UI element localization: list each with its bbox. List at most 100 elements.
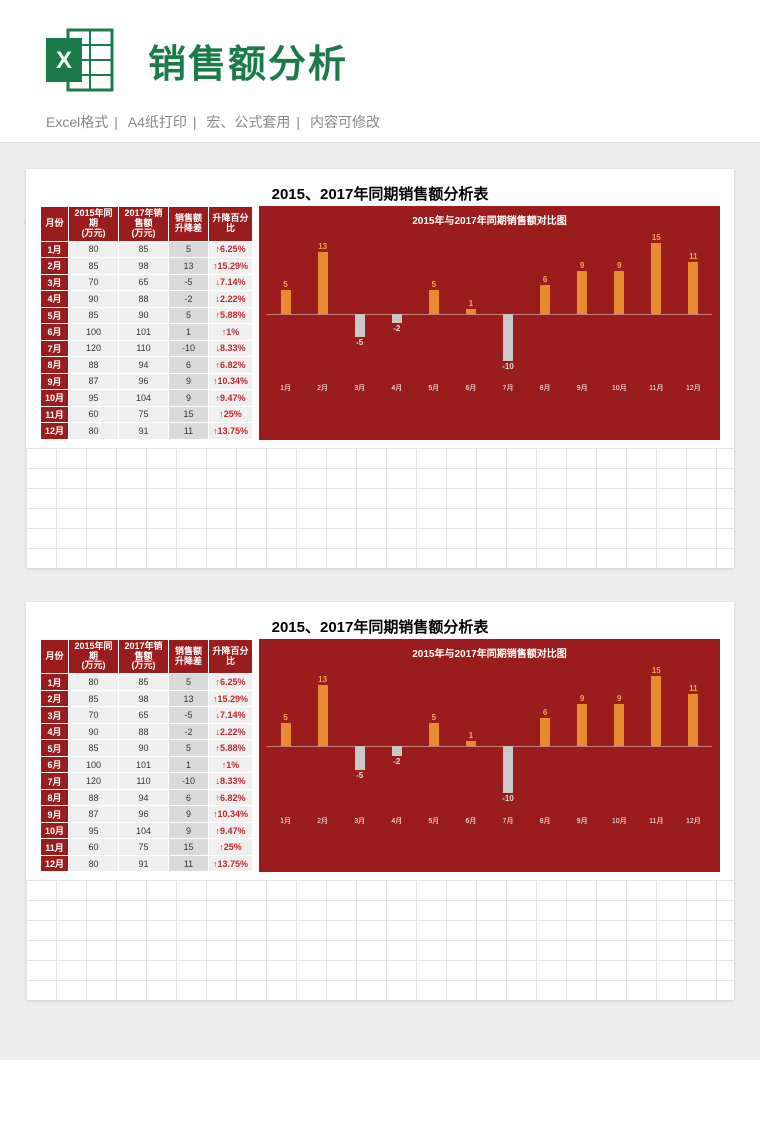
cell: 6月 [41, 324, 69, 341]
bar-label: 5 [283, 713, 287, 722]
cell: 87 [69, 806, 119, 823]
table-row: 2月859813↑15.29% [41, 690, 253, 707]
cell: ↑1% [209, 756, 253, 773]
cell: 10月 [41, 390, 69, 407]
cell: 4月 [41, 723, 69, 740]
cell: 70 [69, 274, 119, 291]
cell: ↑6.82% [209, 357, 253, 374]
col-header: 升降百分比 [209, 639, 253, 674]
xaxis-label: 8月 [527, 383, 564, 393]
table-row: 12月809111↑13.75% [41, 423, 253, 440]
xaxis-label: 6月 [452, 816, 489, 826]
cell: ↑9.47% [209, 822, 253, 839]
cell: ↓2.22% [209, 723, 253, 740]
cell: 10月 [41, 822, 69, 839]
cell: 5 [169, 307, 209, 324]
bar-label: 11 [689, 252, 697, 261]
table-row: 11月607515↑25% [41, 839, 253, 856]
cell: 96 [119, 806, 169, 823]
col-header: 销售额升降差 [169, 639, 209, 674]
col-header: 2015年同期(万元) [69, 207, 119, 242]
xaxis-label: 8月 [527, 816, 564, 826]
cell: 98 [119, 690, 169, 707]
bar [688, 694, 698, 746]
table-row: 1月80855↑6.25% [41, 241, 253, 258]
table-row: 5月85905↑5.88% [41, 740, 253, 757]
cell: 100 [69, 324, 119, 341]
spreadsheet-preview-1: 2015、2017年同期销售额分析表 月份2015年同期(万元)2017年销售额… [26, 169, 734, 568]
xaxis-label: 6月 [452, 383, 489, 393]
bar-label: -5 [356, 771, 363, 780]
table-row: 10月951049↑9.47% [41, 822, 253, 839]
cell: ↑6.25% [209, 241, 253, 258]
bar [355, 746, 365, 770]
cell: 95 [69, 390, 119, 407]
bar-label: 9 [617, 694, 621, 703]
cell: 87 [69, 373, 119, 390]
meta-item: 宏、公式套用 [200, 114, 296, 130]
cell: 4月 [41, 291, 69, 308]
bar [318, 685, 328, 746]
xaxis-label: 1月 [267, 816, 304, 826]
cell: 5 [169, 674, 209, 691]
table-row: 9月87969↑10.34% [41, 806, 253, 823]
cell: 9月 [41, 373, 69, 390]
bar-label: -2 [393, 757, 400, 766]
preview-area: 氢元素 氢元素 氢元素 氢元素 氢元素 氢元素 氢元素 氢元素 2015、201… [0, 143, 760, 1060]
data-table: 月份2015年同期(万元)2017年销售额(万元)销售额升降差升降百分比1月80… [40, 639, 253, 873]
cell: 9 [169, 373, 209, 390]
bar [614, 271, 624, 313]
spreadsheet-preview-2: 2015、2017年同期销售额分析表 月份2015年同期(万元)2017年销售额… [26, 602, 734, 1001]
xaxis-label: 3月 [341, 816, 378, 826]
xaxis-label: 11月 [638, 816, 675, 826]
bar-label: -2 [393, 324, 400, 333]
cell: 7月 [41, 340, 69, 357]
cell: 88 [69, 357, 119, 374]
bar-label: 13 [318, 675, 327, 684]
cell: -10 [169, 340, 209, 357]
xaxis-label: 10月 [601, 816, 638, 826]
table-row: 3月7065-5↓7.14% [41, 707, 253, 724]
bar [466, 741, 476, 746]
bar-label: -10 [502, 794, 514, 803]
cell: 5 [169, 241, 209, 258]
bar-label: 11 [689, 684, 697, 693]
spreadsheet-grid [26, 448, 734, 568]
cell: 104 [119, 822, 169, 839]
cell: ↑15.29% [209, 690, 253, 707]
cell: 12月 [41, 423, 69, 440]
bar-label: 15 [652, 233, 661, 242]
col-header: 升降百分比 [209, 207, 253, 242]
table-row: 2月859813↑15.29% [41, 258, 253, 275]
bar [392, 314, 402, 323]
excel-icon: X [40, 20, 120, 100]
cell: 8月 [41, 357, 69, 374]
cell: 2月 [41, 690, 69, 707]
cell: 120 [69, 340, 119, 357]
cell: ↓2.22% [209, 291, 253, 308]
cell: ↑1% [209, 324, 253, 341]
cell: 5月 [41, 307, 69, 324]
cell: 1月 [41, 241, 69, 258]
table-row: 4月9088-2↓2.22% [41, 291, 253, 308]
cell: -10 [169, 773, 209, 790]
table-row: 4月9088-2↓2.22% [41, 723, 253, 740]
bar [318, 252, 328, 313]
cell: 85 [69, 307, 119, 324]
cell: 85 [69, 740, 119, 757]
cell: 101 [119, 756, 169, 773]
bar-label: -10 [502, 362, 514, 371]
bar [392, 746, 402, 755]
bar-label: 6 [543, 275, 547, 284]
data-table: 月份2015年同期(万元)2017年销售额(万元)销售额升降差升降百分比1月80… [40, 206, 253, 440]
xaxis-label: 3月 [341, 383, 378, 393]
bar [466, 309, 476, 314]
table-row: 9月87969↑10.34% [41, 373, 253, 390]
bar [577, 704, 587, 746]
xaxis-label: 4月 [378, 816, 415, 826]
cell: 88 [119, 291, 169, 308]
cell: 88 [69, 789, 119, 806]
col-header: 2017年销售额(万元) [119, 639, 169, 674]
cell: ↑5.88% [209, 307, 253, 324]
chart-title: 2015年与2017年同期销售额对比图 [267, 212, 712, 227]
